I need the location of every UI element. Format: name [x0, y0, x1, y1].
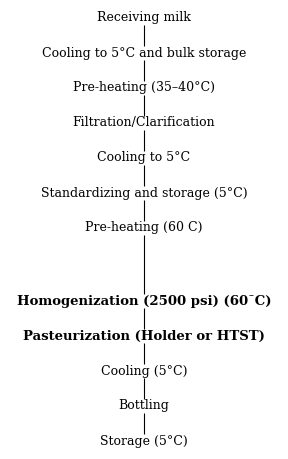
Text: Pre-heating (60 C): Pre-heating (60 C) — [85, 222, 203, 235]
Text: Cooling to 5°C: Cooling to 5°C — [97, 151, 191, 164]
Text: Cooling to 5°C and bulk storage: Cooling to 5°C and bulk storage — [42, 46, 246, 60]
Text: Pasteurization (Holder or HTST): Pasteurization (Holder or HTST) — [23, 330, 265, 342]
Text: Standardizing and storage (5°C): Standardizing and storage (5°C) — [41, 186, 247, 200]
Text: Storage (5°C): Storage (5°C) — [100, 435, 188, 448]
Text: Receiving milk: Receiving milk — [97, 11, 191, 24]
Text: Bottling: Bottling — [119, 399, 169, 413]
Text: Cooling (5°C): Cooling (5°C) — [101, 364, 187, 377]
Text: Filtration/Clarification: Filtration/Clarification — [73, 117, 215, 129]
Text: Pre-heating (35–40°C): Pre-heating (35–40°C) — [73, 82, 215, 95]
Text: Homogenization (2500 psi) (60¯C): Homogenization (2500 psi) (60¯C) — [17, 295, 271, 308]
